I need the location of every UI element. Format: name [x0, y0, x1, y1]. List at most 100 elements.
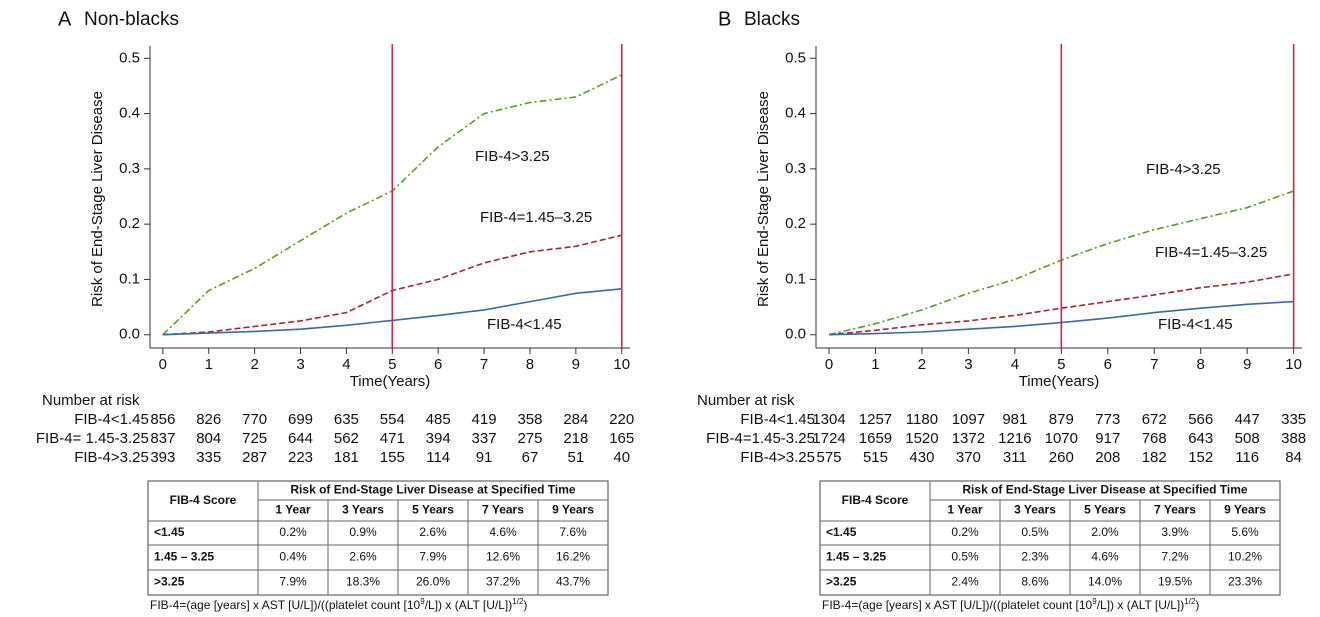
series-label: FIB-4=1.45–3.25 [480, 209, 592, 226]
x-tick-label: 4 [342, 356, 350, 373]
series-label: FIB-4>3.25 [475, 148, 550, 165]
x-tick-label: 6 [434, 356, 442, 373]
x-tick-label: 8 [1197, 356, 1205, 373]
table-header: FIB-4 Score [170, 493, 237, 507]
risk-count: 1070 [1045, 430, 1078, 447]
table-cell: 37.2% [486, 575, 520, 589]
risk-count: 471 [380, 430, 405, 447]
table-cell: 8.6% [1021, 575, 1049, 589]
panel-label: B [718, 8, 731, 30]
table-column-header: 1 Year [275, 503, 310, 517]
risk-count: 419 [472, 411, 497, 428]
series-label: FIB-4<1.45 [487, 316, 562, 333]
x-tick-label: 7 [480, 356, 488, 373]
risk-count: 770 [242, 411, 267, 428]
risk-count: 116 [1235, 449, 1259, 466]
table-cell: 19.5% [1158, 575, 1192, 589]
risk-count: 181 [334, 449, 359, 466]
risk-count: 515 [863, 449, 888, 466]
risk-count: 837 [150, 430, 175, 447]
x-tick-label: 0 [159, 356, 167, 373]
y-tick-label: 0.3 [785, 160, 806, 177]
risk-count: 337 [472, 430, 497, 447]
risk-row-label: FIB-4<1.45 [740, 411, 815, 428]
table-cell: 5.6% [1231, 525, 1259, 539]
series-label: FIB-4>3.25 [1146, 161, 1221, 178]
footnote-part: ) [523, 598, 527, 612]
y-tick-label: 0.4 [119, 105, 140, 122]
risk-row-label: FIB-4>3.25 [74, 449, 149, 466]
risk-count: 218 [563, 430, 588, 447]
y-tick-label: 0.1 [785, 270, 806, 287]
table-cell: 10.2% [1228, 550, 1262, 564]
footnote-part: FIB-4=(age [years] x AST [U/L])/((platel… [822, 598, 1093, 612]
table-cell: 3.9% [1161, 525, 1189, 539]
table-header: Risk of End-Stage Liver Disease at Speci… [962, 483, 1248, 497]
x-tick-label: 1 [205, 356, 213, 373]
risk-count: 672 [1142, 411, 1167, 428]
y-tick-label: 0.2 [119, 215, 140, 232]
risk-count: 388 [1281, 430, 1306, 447]
table-cell: 14.0% [1088, 575, 1122, 589]
risk-count: 566 [1188, 411, 1213, 428]
risk-count: 182 [1142, 449, 1167, 466]
risk-count: 155 [380, 449, 405, 466]
table-column-header: 1 Year [947, 503, 982, 517]
table-column-header: 9 Years [1224, 503, 1266, 517]
risk-count: 275 [517, 430, 542, 447]
risk-count: 879 [1049, 411, 1074, 428]
table-cell: 7.6% [559, 525, 587, 539]
footnote-part: 9 [420, 597, 425, 606]
risk-count: 554 [380, 411, 405, 428]
risk-count: 287 [242, 449, 267, 466]
x-tick-label: 6 [1104, 356, 1112, 373]
risk-count: 699 [288, 411, 313, 428]
risk-count: 635 [334, 411, 359, 428]
risk-count: 335 [196, 449, 221, 466]
risk-count: 725 [242, 430, 267, 447]
risk-count: 84 [1285, 449, 1302, 466]
risk-count: 208 [1095, 449, 1120, 466]
risk-count: 1180 [906, 411, 938, 428]
risk-count: 1724 [812, 430, 845, 447]
risk-count: 1257 [859, 411, 892, 428]
table-cell: 16.2% [556, 550, 590, 564]
risk-count: 1520 [905, 430, 938, 447]
table-row-header: <1.45 [154, 525, 185, 539]
footnote-part: FIB-4=(age [years] x AST [U/L])/((platel… [150, 598, 421, 612]
risk-count: 394 [426, 430, 451, 447]
table-cell: 7.2% [1161, 550, 1189, 564]
risk-count: 335 [1281, 411, 1306, 428]
y-tick-label: 0.0 [119, 326, 140, 343]
risk-count: 393 [150, 449, 175, 466]
risk-count: 917 [1095, 430, 1120, 447]
y-axis-label: Risk of End-Stage Liver Disease [89, 91, 106, 307]
number-at-risk-title: Number at risk [697, 392, 795, 409]
table-cell: 2.6% [349, 550, 377, 564]
risk-count: 447 [1235, 411, 1260, 428]
table-cell: 2.4% [951, 575, 979, 589]
table-cell: 0.9% [349, 525, 377, 539]
table-row-header: 1.45 – 3.25 [826, 550, 886, 564]
table-cell: 0.4% [279, 550, 307, 564]
footnote-part: 1/2 [512, 597, 524, 606]
table-header: FIB-4 Score [842, 493, 909, 507]
risk-count: 485 [426, 411, 451, 428]
risk-count: 508 [1235, 430, 1260, 447]
table-cell: 0.5% [951, 550, 979, 564]
footnote: FIB-4=(age [years] x AST [U/L])/((platel… [150, 597, 527, 613]
risk-count: 1659 [859, 430, 892, 447]
table-header: Risk of End-Stage Liver Disease at Speci… [290, 483, 576, 497]
x-tick-label: 3 [296, 356, 304, 373]
table-cell: 2.0% [1091, 525, 1119, 539]
risk-count: 826 [196, 411, 221, 428]
table-cell: 0.2% [279, 525, 307, 539]
table-cell: 0.5% [1021, 525, 1049, 539]
table-row-header: <1.45 [826, 525, 857, 539]
table-cell: 4.6% [489, 525, 517, 539]
x-tick-label: 2 [250, 356, 258, 373]
series-label: FIB-4=1.45–3.25 [1155, 244, 1267, 261]
panel-title: Blacks [744, 9, 800, 30]
